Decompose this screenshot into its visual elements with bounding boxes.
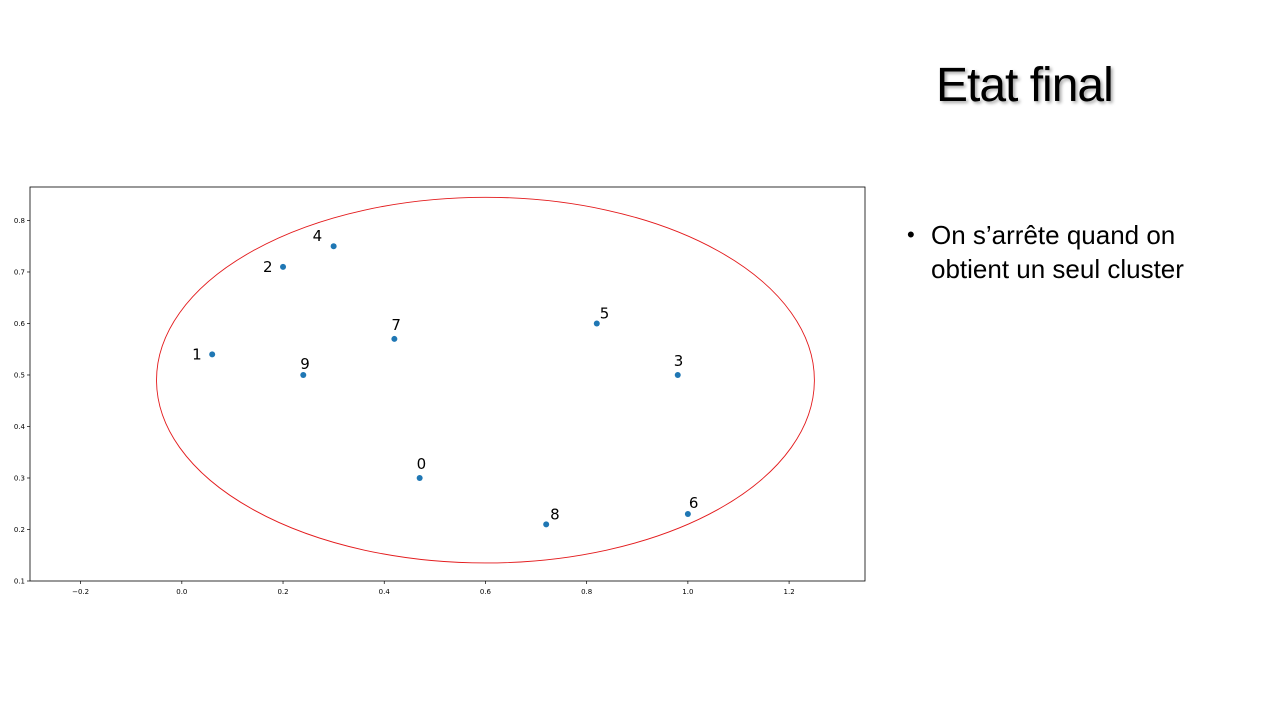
point-label: 9 <box>300 355 310 373</box>
data-point <box>684 511 691 518</box>
y-tick-label: 0.8 <box>14 217 25 225</box>
x-tick-label: 1.0 <box>682 588 693 596</box>
x-tick-label: 0.6 <box>480 588 492 596</box>
bullet-item: • On s’arrête quand on obtient un seul c… <box>905 218 1245 286</box>
y-tick-label: 0.7 <box>14 268 25 276</box>
y-tick-label: 0.2 <box>14 526 25 534</box>
x-tick-label: 0.8 <box>581 588 592 596</box>
x-tick-label: 0.4 <box>379 588 391 596</box>
bullet-dot-icon: • <box>907 222 915 247</box>
point-label: 0 <box>417 455 427 473</box>
bullet-list: • On s’arrête quand on obtient un seul c… <box>905 218 1245 286</box>
point-label: 8 <box>550 505 560 523</box>
data-point <box>543 521 550 528</box>
plot-frame <box>29 186 866 582</box>
y-tick-label: 0.4 <box>14 423 26 431</box>
y-tick-label: 0.6 <box>14 320 26 328</box>
slide-title: Etat final <box>936 59 1114 112</box>
x-tick-label: 0.0 <box>176 588 187 596</box>
data-point <box>593 320 600 327</box>
axis-ticks: −0.2 0.0 0.2 0.4 0.6 0.8 1.0 1.2 0.1 0.2 0.3 0.4 0.5… <box>14 217 795 596</box>
scatter-chart: −0.2 0.0 0.2 0.4 0.6 0.8 1.0 1.2 0.1 0.2 0.3 0.4 0.5… <box>14 186 866 596</box>
point-label: 3 <box>674 352 684 370</box>
x-tick-label: −0.2 <box>72 588 89 596</box>
plot-area <box>29 186 866 582</box>
x-tick-label: 0.2 <box>277 588 288 596</box>
y-tick-label: 0.5 <box>14 371 25 379</box>
point-label: 2 <box>263 258 273 276</box>
point-label: 5 <box>600 304 610 322</box>
data-point <box>330 243 337 250</box>
data-point <box>300 371 307 378</box>
data-point <box>209 351 216 358</box>
y-tick-label: 0.1 <box>14 578 25 586</box>
data-point <box>280 263 287 270</box>
point-label: 1 <box>192 345 202 363</box>
x-tick-label: 1.2 <box>784 588 795 596</box>
y-tick-label: 0.3 <box>14 474 25 482</box>
point-label: 7 <box>391 316 401 334</box>
cluster-ellipse <box>156 196 815 564</box>
data-points <box>209 243 691 528</box>
point-label: 4 <box>313 227 323 245</box>
point-labels: 0 1 2 3 4 5 6 7 8 9 <box>192 227 698 523</box>
cluster-ellipse-layer <box>156 196 815 564</box>
data-point <box>674 371 681 378</box>
data-point <box>416 474 423 481</box>
data-point <box>391 335 398 342</box>
bullet-text: On s’arrête quand on obtient un seul clu… <box>931 220 1184 284</box>
point-label: 6 <box>689 494 699 512</box>
